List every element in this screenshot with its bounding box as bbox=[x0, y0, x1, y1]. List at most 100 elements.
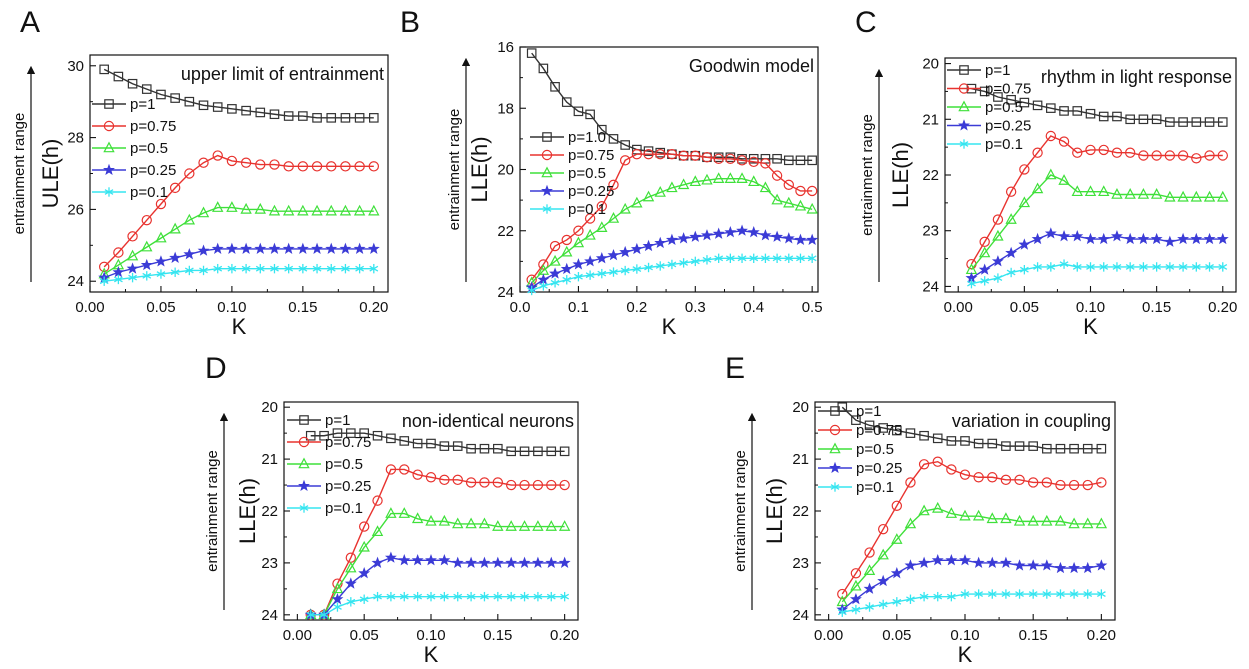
data-point bbox=[411, 512, 424, 524]
data-point bbox=[986, 512, 998, 524]
data-point bbox=[1151, 150, 1162, 161]
y-tick-label: 24 bbox=[497, 284, 514, 301]
data-point bbox=[520, 591, 529, 602]
data-point bbox=[891, 500, 903, 512]
series-p=0.25 bbox=[965, 227, 1229, 284]
data-point bbox=[1190, 190, 1203, 202]
data-point bbox=[979, 86, 990, 97]
data-point bbox=[665, 233, 678, 246]
data-point bbox=[1055, 443, 1066, 454]
data-point bbox=[1178, 262, 1188, 272]
data-point bbox=[326, 113, 337, 123]
data-point bbox=[384, 551, 397, 563]
data-point bbox=[527, 285, 537, 296]
series-line bbox=[104, 267, 374, 282]
data-point bbox=[596, 221, 608, 232]
data-point bbox=[558, 556, 571, 568]
data-point bbox=[932, 456, 943, 467]
panel-title: rhythm in light response bbox=[1041, 67, 1232, 87]
data-point bbox=[1014, 441, 1025, 451]
data-point bbox=[761, 253, 770, 264]
data-point bbox=[1152, 262, 1162, 272]
data-point bbox=[561, 234, 572, 246]
data-point bbox=[386, 591, 396, 602]
y-axis-label: LLE(h) bbox=[467, 136, 492, 202]
data-point bbox=[584, 213, 596, 224]
data-point bbox=[399, 436, 410, 446]
legend-label: p=0.5 bbox=[856, 441, 894, 458]
x-tick-label: 0.10 bbox=[950, 627, 979, 644]
data-point bbox=[1056, 589, 1065, 599]
data-point bbox=[353, 204, 366, 216]
data-point bbox=[978, 263, 991, 275]
data-point bbox=[1191, 117, 1202, 127]
legend-item: p=0.5 bbox=[287, 456, 363, 473]
data-point bbox=[1137, 232, 1150, 245]
data-point bbox=[452, 474, 463, 486]
data-point bbox=[241, 105, 251, 116]
data-point bbox=[993, 92, 1003, 102]
data-point bbox=[1085, 108, 1096, 119]
data-point bbox=[1058, 136, 1070, 147]
data-point bbox=[492, 520, 504, 531]
data-point bbox=[326, 161, 337, 172]
panel-title: upper limit of entrainment bbox=[181, 64, 384, 84]
legend-item: p=0.75 bbox=[818, 422, 902, 439]
data-point bbox=[326, 263, 336, 274]
data-point bbox=[492, 477, 504, 488]
data-point bbox=[850, 568, 862, 579]
data-point bbox=[1068, 561, 1081, 574]
data-point bbox=[538, 63, 549, 74]
data-point bbox=[973, 472, 984, 483]
x-tick-label: 0.00 bbox=[814, 627, 843, 644]
data-point bbox=[620, 140, 630, 150]
data-point bbox=[1042, 443, 1052, 454]
data-point bbox=[1190, 232, 1203, 245]
plot-frame bbox=[519, 46, 819, 293]
data-point bbox=[518, 556, 531, 568]
series-line bbox=[310, 595, 565, 616]
data-point bbox=[99, 276, 109, 286]
data-point bbox=[724, 226, 737, 238]
data-point bbox=[795, 155, 806, 166]
data-point bbox=[1099, 262, 1109, 272]
data-point bbox=[1217, 117, 1228, 127]
data-point bbox=[1191, 262, 1201, 272]
y-axis-label: ULE(h) bbox=[38, 139, 63, 209]
data-point bbox=[344, 577, 357, 589]
data-point bbox=[1072, 106, 1083, 116]
data-point bbox=[932, 433, 943, 444]
series-p=0.5 bbox=[965, 168, 1229, 275]
data-point bbox=[595, 252, 608, 264]
series-p=0.5 bbox=[836, 501, 1108, 607]
data-point bbox=[451, 556, 464, 568]
data-point bbox=[585, 270, 595, 280]
data-point bbox=[493, 591, 503, 602]
legend-item: p=0.25 bbox=[947, 118, 1031, 135]
legend-swatch-marker bbox=[298, 436, 310, 448]
data-point bbox=[269, 109, 280, 120]
data-point bbox=[771, 230, 784, 242]
data-point bbox=[312, 263, 322, 274]
y-tick-label: 24 bbox=[922, 278, 939, 295]
data-point bbox=[878, 423, 888, 433]
data-point bbox=[355, 263, 365, 274]
series-line bbox=[310, 468, 565, 616]
y-axis-label: LLE(h) bbox=[762, 478, 787, 544]
data-point bbox=[311, 161, 323, 172]
data-point bbox=[960, 436, 970, 446]
legend-item: p=0.25 bbox=[287, 478, 371, 495]
legend-item: p=0.5 bbox=[818, 441, 894, 458]
data-point bbox=[371, 556, 384, 568]
data-point bbox=[863, 564, 876, 575]
data-point bbox=[632, 264, 642, 274]
data-point bbox=[1125, 114, 1135, 125]
data-point bbox=[666, 181, 678, 193]
data-point bbox=[439, 591, 449, 602]
data-point bbox=[1068, 517, 1080, 529]
data-point bbox=[141, 240, 153, 252]
data-point bbox=[140, 258, 153, 271]
x-tick-label: 0.4 bbox=[743, 299, 764, 316]
data-point bbox=[155, 231, 167, 243]
